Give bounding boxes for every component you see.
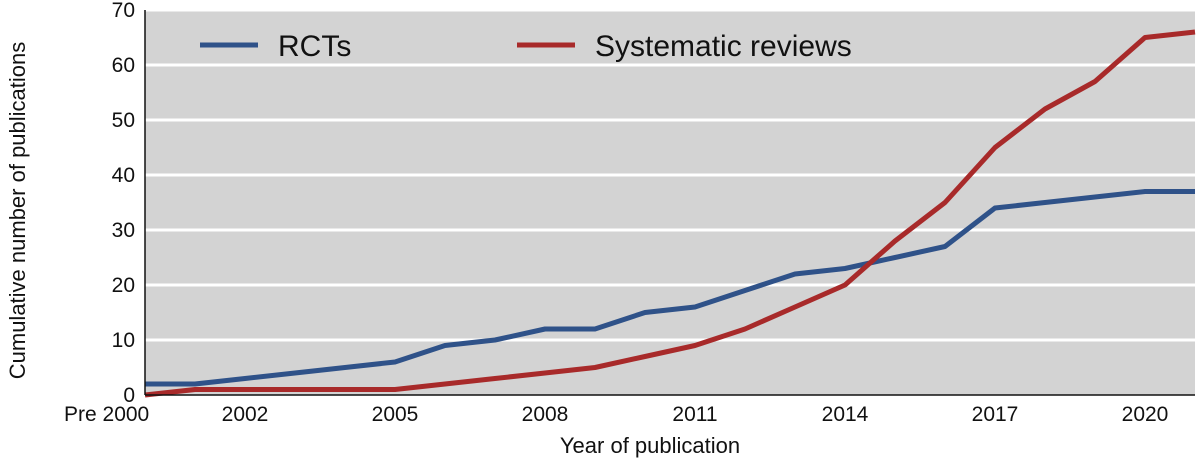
y-tick-labels: 0 10 20 30 40 50 60 70 bbox=[112, 0, 135, 407]
x-tick-label: 2002 bbox=[222, 403, 269, 426]
y-tick-label: 20 bbox=[112, 274, 135, 297]
y-tick-label: 30 bbox=[112, 219, 135, 242]
x-tick-label: 2020 bbox=[1122, 403, 1169, 426]
y-tick-label: 50 bbox=[112, 109, 135, 132]
y-tick-label: 10 bbox=[112, 329, 135, 352]
x-tick-label: 2017 bbox=[972, 403, 1019, 426]
gridlines bbox=[145, 8, 1195, 342]
x-axis-label: Year of publication bbox=[560, 433, 740, 458]
y-tick-label: 40 bbox=[112, 164, 135, 187]
y-tick-label: 70 bbox=[112, 0, 135, 22]
y-axis-label: Cumulative number of publications bbox=[5, 42, 30, 380]
legend-label-1: Systematic reviews bbox=[595, 30, 852, 63]
series-line-0 bbox=[145, 189, 1195, 387]
legend: RCTs Systematic reviews bbox=[200, 30, 852, 63]
x-tick-label: Pre 2000 bbox=[64, 403, 149, 426]
plot-background bbox=[145, 10, 1195, 395]
x-tick-label: 2005 bbox=[372, 403, 419, 426]
x-tick-labels: Pre 2000 2002 2005 2008 2011 2014 2017 2020 bbox=[64, 403, 1168, 426]
x-tick-label: 2011 bbox=[672, 403, 717, 426]
x-tick-label: 2014 bbox=[822, 403, 869, 426]
y-tick-label: 0 bbox=[123, 384, 135, 407]
y-tick-label: 60 bbox=[112, 54, 135, 77]
legend-label-0: RCTs bbox=[278, 30, 351, 63]
series-layer bbox=[144, 29, 1196, 398]
series-line-1 bbox=[144, 29, 1196, 398]
x-tick-label: 2008 bbox=[522, 403, 569, 426]
